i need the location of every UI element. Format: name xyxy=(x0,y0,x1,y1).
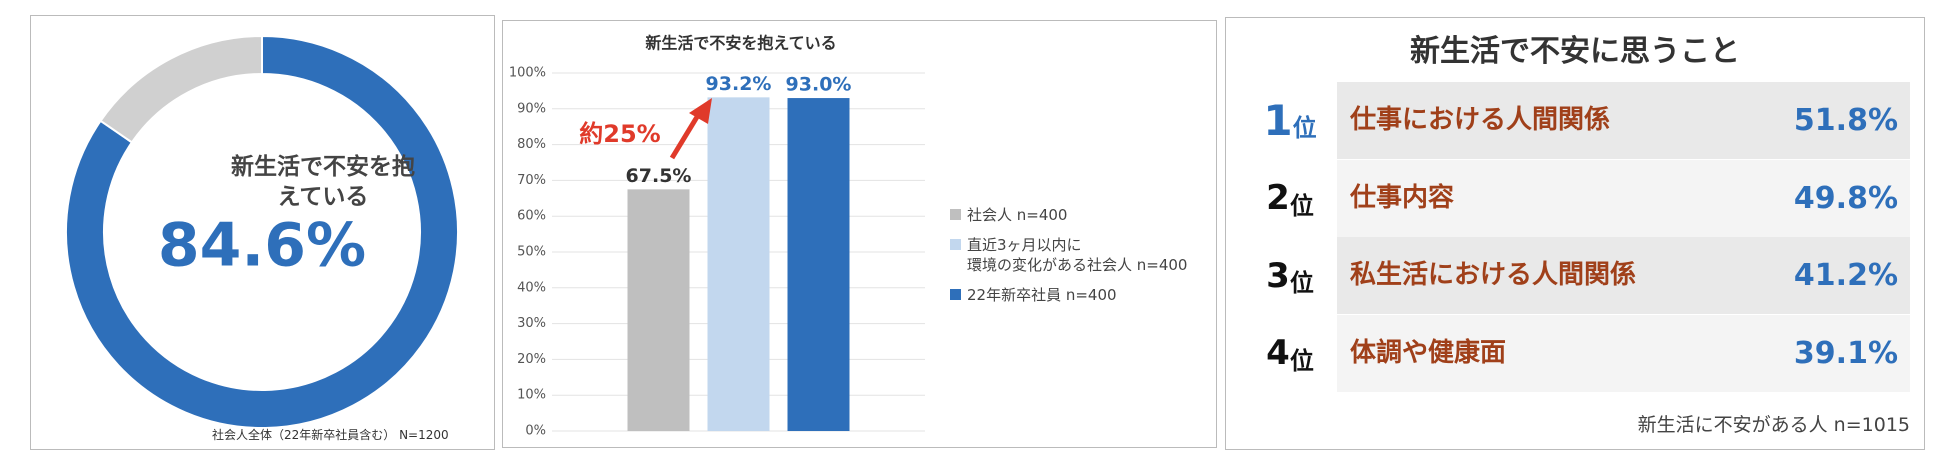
y-tick-label: 100% xyxy=(509,66,546,81)
ranking-title: 新生活で不安に思うこと xyxy=(1410,34,1740,69)
rank-suffix: 位 xyxy=(1289,191,1314,220)
rank-suffix: 位 xyxy=(1292,114,1317,142)
rank-number: 2 xyxy=(1266,178,1290,218)
chart-title: 新生活で不安を抱えている xyxy=(645,34,836,53)
legend-swatch xyxy=(950,209,961,220)
y-tick-label: 80% xyxy=(517,137,546,152)
legend: 社会人 n=400 直近3ヶ月以内に 環境の変化がある社会人 n=400 22年新卒… xyxy=(950,205,1187,315)
bar-value-label: 93.0% xyxy=(786,74,852,96)
y-tick-label: 30% xyxy=(517,316,546,331)
donut-value-label: 84.6% xyxy=(158,211,366,281)
value: 49.8% xyxy=(1793,180,1898,216)
item: 体調や健康面 xyxy=(1350,337,1507,368)
legend-label: 22年新卒社員 n=400 xyxy=(967,286,1117,304)
annotation-arrowhead xyxy=(689,98,712,124)
legend-label: 直近3ヶ月以内に 環境の変化がある社会人 n=400 xyxy=(967,236,1188,274)
bar-value-label: 93.2% xyxy=(706,73,772,95)
rank-number: 3 xyxy=(1266,255,1290,296)
legend-swatch xyxy=(950,289,961,300)
legend-item: 社会人 n=400 xyxy=(950,205,1187,225)
bar-panel xyxy=(502,20,1217,448)
value: 41.2% xyxy=(1793,258,1898,293)
y-tick-label: 10% xyxy=(517,388,546,403)
y-tick-label: 60% xyxy=(517,209,546,224)
row-background xyxy=(1337,314,1910,392)
rank-number: 1 xyxy=(1263,96,1293,145)
ranking-panel xyxy=(1225,17,1925,450)
legend-swatch xyxy=(950,239,961,250)
y-tick-label: 0% xyxy=(525,424,546,439)
bar xyxy=(787,98,850,431)
annotation: 約25% xyxy=(579,120,660,148)
row-background xyxy=(1337,237,1910,314)
rank-suffix: 位 xyxy=(1289,269,1314,297)
legend-item: 直近3ヶ月以内に 環境の変化がある社会人 n=400 xyxy=(950,235,1187,275)
donut-segment xyxy=(65,34,459,429)
row-background xyxy=(1337,159,1910,237)
rank-suffix: 位 xyxy=(1289,346,1314,375)
rank-number: 4 xyxy=(1266,333,1290,373)
row-background xyxy=(1337,82,1910,159)
y-tick-label: 90% xyxy=(517,101,546,116)
donut-segment xyxy=(99,34,263,144)
ranking-note: 新生活に不安がある人 n=1015 xyxy=(1637,414,1910,436)
bar xyxy=(707,97,770,432)
bar-value-label: 67.5% xyxy=(626,165,692,187)
y-tick-label: 70% xyxy=(517,173,546,188)
item: 私生活における人間関係 xyxy=(1350,260,1637,290)
donut-panel xyxy=(30,15,495,450)
y-tick-label: 40% xyxy=(517,280,546,295)
bar xyxy=(627,189,690,431)
legend-label: 社会人 n=400 xyxy=(967,206,1068,224)
y-tick-label: 50% xyxy=(517,245,546,260)
value: 51.8% xyxy=(1793,103,1898,138)
value: 39.1% xyxy=(1793,335,1898,371)
y-tick-label: 20% xyxy=(517,352,546,367)
annotation-arrow xyxy=(669,110,703,160)
donut-center-label: 新生活で不安を抱えている xyxy=(231,154,415,210)
legend-item: 22年新卒社員 n=400 xyxy=(950,285,1187,305)
item: 仕事における人間関係 xyxy=(1350,105,1611,135)
donut-note: 社会人全体（22年新卒社員含む） N=1200 xyxy=(212,428,449,442)
item: 仕事内容 xyxy=(1350,182,1455,213)
